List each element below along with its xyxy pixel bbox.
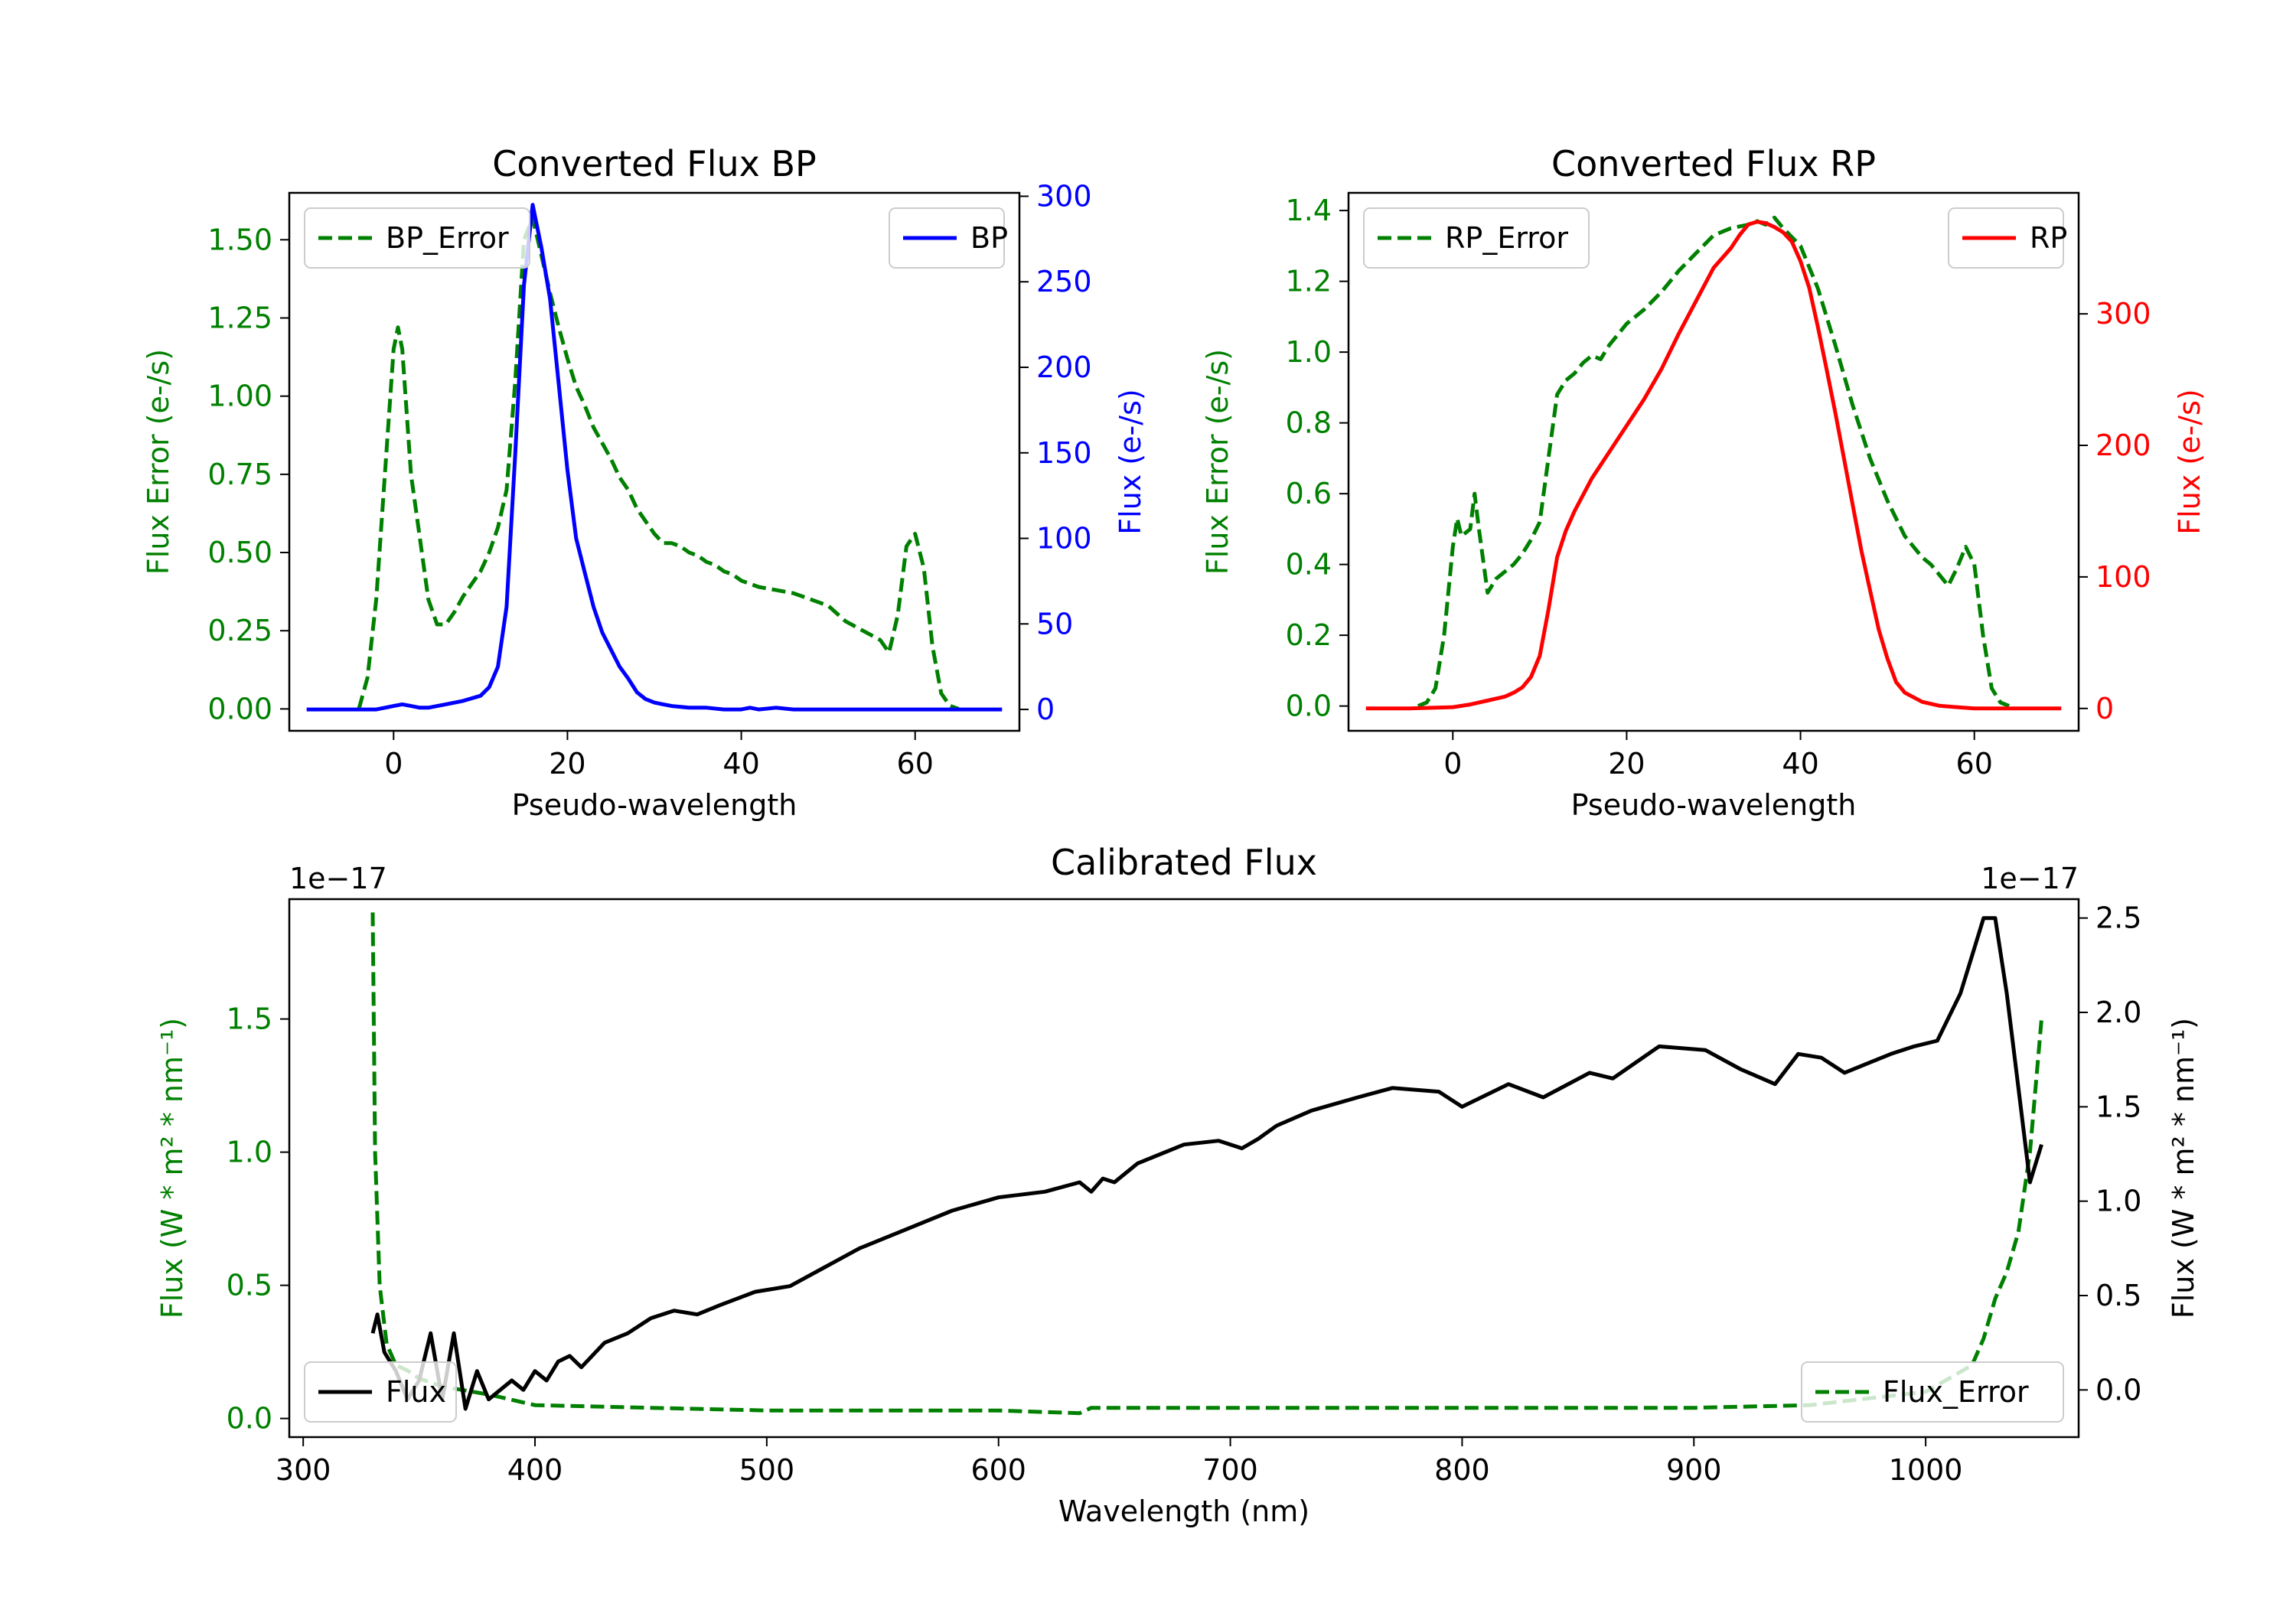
x-tick-label: 700 bbox=[1202, 1453, 1258, 1487]
y-tick-label-right: 100 bbox=[1036, 522, 1092, 556]
y-tick-label-right: 2.5 bbox=[2095, 901, 2141, 935]
y-tick-label-left: 0.2 bbox=[1286, 618, 1332, 652]
y-tick-label-right: 0 bbox=[2095, 692, 2114, 725]
y-tick-label-right: 1.5 bbox=[2095, 1090, 2141, 1123]
x-tick-label: 0 bbox=[1443, 747, 1462, 781]
y-tick-label-right: 300 bbox=[2095, 297, 2151, 331]
legend-box bbox=[1363, 207, 1590, 269]
x-axis-label: Pseudo-wavelength bbox=[1571, 788, 1857, 822]
y-tick-label-left: 1.0 bbox=[227, 1136, 272, 1169]
chart-2: 300 400 500 600 700 800 900 1000 Wavelength (nm)… bbox=[155, 842, 2200, 1528]
y-axis-label-right: Flux (e-/s) bbox=[1114, 389, 1147, 534]
x-axis-label: Pseudo-wavelength bbox=[512, 788, 797, 822]
y-tick-label-right: 0.0 bbox=[2095, 1373, 2141, 1407]
y-tick-label-left: 1.2 bbox=[1286, 265, 1332, 298]
legend-label: RP_Error bbox=[1445, 221, 1568, 255]
x-tick-label: 300 bbox=[276, 1453, 331, 1487]
y-axis-label-right: Flux (e-/s) bbox=[2173, 389, 2206, 534]
y-tick-label-left: 1.25 bbox=[207, 301, 272, 334]
legend-bp: BP bbox=[889, 207, 1008, 269]
legend-label: Flux_Error bbox=[1883, 1375, 2029, 1409]
legend-rp: RP bbox=[1948, 207, 2067, 269]
plot-frame bbox=[1347, 191, 2080, 732]
y-tick-label-right: 1.0 bbox=[2095, 1185, 2141, 1218]
y-tick-label-right: 200 bbox=[1036, 350, 1092, 384]
legend-bp-error: BP_Error bbox=[304, 207, 530, 269]
y-tick-label-right: 150 bbox=[1036, 436, 1092, 470]
y-tick-label-left: 1.00 bbox=[207, 380, 272, 413]
y-tick-label-left: 0.6 bbox=[1286, 477, 1332, 510]
y-axis-label-left: Flux Error (e-/s) bbox=[142, 349, 175, 575]
legend-label: Flux bbox=[386, 1375, 446, 1409]
x-tick-label: 600 bbox=[970, 1453, 1026, 1487]
y-offset-left: 1e−17 bbox=[289, 862, 387, 895]
series-line-flux-error bbox=[370, 912, 2043, 1416]
y-tick-label-right: 0 bbox=[1036, 693, 1055, 726]
y-tick-label-left: 0.75 bbox=[207, 458, 272, 491]
y-tick-label-left: 0.00 bbox=[207, 692, 272, 725]
y-tick-label-left: 0.4 bbox=[1286, 548, 1332, 582]
y-offset-right: 1e−17 bbox=[1981, 862, 2079, 895]
y-tick-label-left: 1.5 bbox=[227, 1002, 272, 1036]
series-line-bp bbox=[306, 203, 1003, 712]
y-tick-label-left: 1.50 bbox=[207, 223, 272, 256]
x-tick-label: 800 bbox=[1434, 1453, 1490, 1487]
legend-rp-error: RP_Error bbox=[1363, 207, 1590, 269]
chart-1: 0 20 40 60 Pseudo-wavelength 0.0 0.2 0.4 0.6 0.8 1… bbox=[1201, 143, 2206, 822]
y-axis-label-right: Flux (W * m² * nm⁻¹) bbox=[2167, 1018, 2200, 1319]
y-tick-label-left: 0.0 bbox=[1286, 689, 1332, 723]
chart-0: 0 20 40 60 Pseudo-wavelength 0.00 0.25 0.50 0.75… bbox=[142, 143, 1147, 822]
y-tick-label-left: 0.8 bbox=[1286, 406, 1332, 440]
y-tick-label-left: 1.0 bbox=[1286, 335, 1332, 369]
legend-box bbox=[1801, 1361, 2064, 1423]
x-tick-label: 20 bbox=[1608, 747, 1645, 781]
series-line-bp-error bbox=[357, 216, 960, 711]
series-line-rp bbox=[1365, 220, 2062, 711]
y-tick-label-right: 2.0 bbox=[2095, 996, 2141, 1029]
y-tick-label-left: 0.50 bbox=[207, 536, 272, 569]
y-tick-label-right: 300 bbox=[1036, 179, 1092, 213]
x-axis-label: Wavelength (nm) bbox=[1058, 1495, 1309, 1528]
x-tick-label: 900 bbox=[1666, 1453, 1722, 1487]
plot-frame bbox=[288, 898, 2080, 1439]
x-tick-label: 400 bbox=[507, 1453, 563, 1487]
y-tick-label-left: 0.5 bbox=[227, 1269, 272, 1302]
series-line-flux bbox=[370, 916, 2043, 1411]
y-tick-label-right: 250 bbox=[1036, 265, 1092, 298]
x-tick-label: 40 bbox=[1782, 747, 1818, 781]
legend-label: BP_Error bbox=[386, 221, 509, 255]
legend-box bbox=[304, 207, 530, 269]
y-tick-label-right: 100 bbox=[2095, 560, 2151, 594]
legend-label: BP bbox=[970, 221, 1008, 255]
y-axis-label-left: Flux (W * m² * nm⁻¹) bbox=[155, 1018, 189, 1319]
chart-title: Converted Flux RP bbox=[1551, 143, 1876, 184]
x-tick-label: 1000 bbox=[1889, 1453, 1963, 1487]
y-tick-label-right: 0.5 bbox=[2095, 1279, 2141, 1312]
y-tick-label-right: 50 bbox=[1036, 607, 1073, 641]
legend-label: RP bbox=[2030, 221, 2067, 255]
x-tick-label: 60 bbox=[897, 747, 934, 781]
y-axis-label-left: Flux Error (e-/s) bbox=[1201, 349, 1234, 575]
legend-flux-error: Flux_Error bbox=[1801, 1361, 2064, 1423]
series-line-rp-error bbox=[1417, 215, 2011, 708]
x-tick-label: 20 bbox=[549, 747, 585, 781]
plot-frame bbox=[288, 191, 1021, 732]
chart-title: Calibrated Flux bbox=[1051, 842, 1317, 883]
x-tick-label: 40 bbox=[722, 747, 759, 781]
y-tick-label-left: 0.25 bbox=[207, 614, 272, 647]
x-tick-label: 60 bbox=[1956, 747, 1993, 781]
y-tick-label-left: 0.0 bbox=[227, 1402, 272, 1436]
x-tick-label: 500 bbox=[739, 1453, 795, 1487]
chart-title: Converted Flux BP bbox=[492, 143, 817, 184]
y-tick-label-right: 200 bbox=[2095, 429, 2151, 462]
x-tick-label: 0 bbox=[384, 747, 403, 781]
y-tick-label-left: 1.4 bbox=[1286, 194, 1332, 227]
legend-box bbox=[304, 1361, 457, 1423]
legend-flux: Flux bbox=[304, 1361, 457, 1423]
